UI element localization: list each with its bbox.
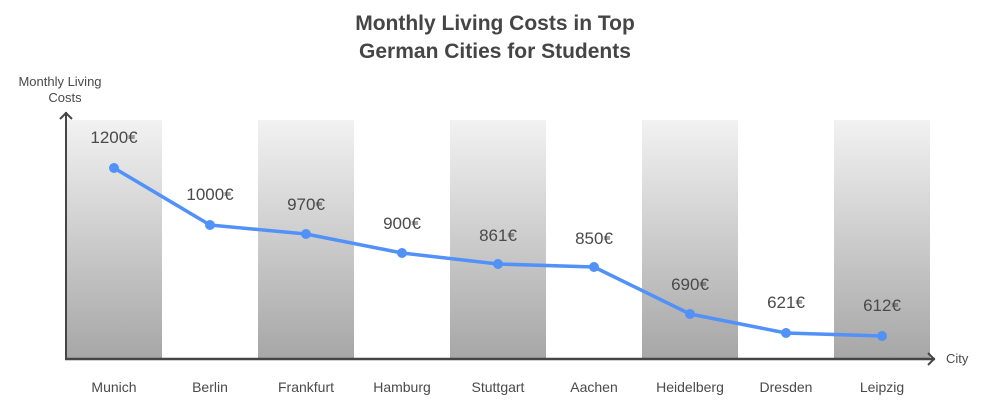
chart-title: Monthly Living Costs in Top German Citie… (0, 10, 990, 66)
data-label-dresden: 621€ (767, 293, 805, 312)
x-axis-arrow-icon (927, 352, 936, 366)
x-tick-munich: Munich (91, 379, 137, 395)
band-munich (66, 120, 162, 360)
data-point (589, 262, 599, 272)
data-point (493, 259, 503, 269)
x-tick-heidelberg: Heidelberg (656, 379, 724, 395)
x-tick-frankfurt: Frankfurt (277, 379, 334, 395)
data-point (205, 220, 215, 230)
y-axis-label-line1: Monthly Living (18, 74, 102, 89)
band-heidelberg (642, 120, 738, 360)
chart-title-line2: German Cities for Students (359, 40, 631, 63)
background-bands (66, 120, 930, 360)
x-tick-aachen: Aachen (570, 379, 618, 395)
x-tick-berlin: Berlin (192, 379, 228, 395)
data-point (109, 163, 119, 173)
data-label-berlin: 1000€ (186, 185, 234, 204)
data-label-stuttgart: 861€ (479, 226, 517, 245)
data-point (781, 328, 791, 338)
data-point (685, 309, 695, 319)
band-stuttgart (450, 120, 546, 360)
data-label-munich: 1200€ (90, 128, 138, 147)
data-label-hamburg: 900€ (383, 214, 421, 233)
x-tick-leipzig: Leipzig (859, 379, 905, 395)
data-label-aachen: 850€ (575, 229, 613, 248)
chart-title-line1: Monthly Living Costs in Top (355, 12, 635, 35)
x-tick-stuttgart: Stuttgart (471, 379, 525, 395)
y-axis-arrow-icon (59, 111, 73, 120)
data-point (397, 248, 407, 258)
data-label-heidelberg: 690€ (671, 275, 709, 294)
axes (59, 111, 936, 366)
x-tick-dresden: Dresden (759, 379, 813, 395)
x-tick-hamburg: Hamburg (373, 379, 431, 395)
data-points (109, 163, 887, 341)
y-axis-label: Monthly Living Costs (0, 74, 130, 106)
band-leipzig (834, 120, 930, 360)
x-axis-label: City (946, 351, 969, 366)
data-point (301, 229, 311, 239)
data-point (877, 331, 887, 341)
data-label-leipzig: 612€ (863, 296, 901, 315)
y-axis-label-line2: Costs (48, 90, 82, 105)
data-label-frankfurt: 970€ (287, 195, 325, 214)
